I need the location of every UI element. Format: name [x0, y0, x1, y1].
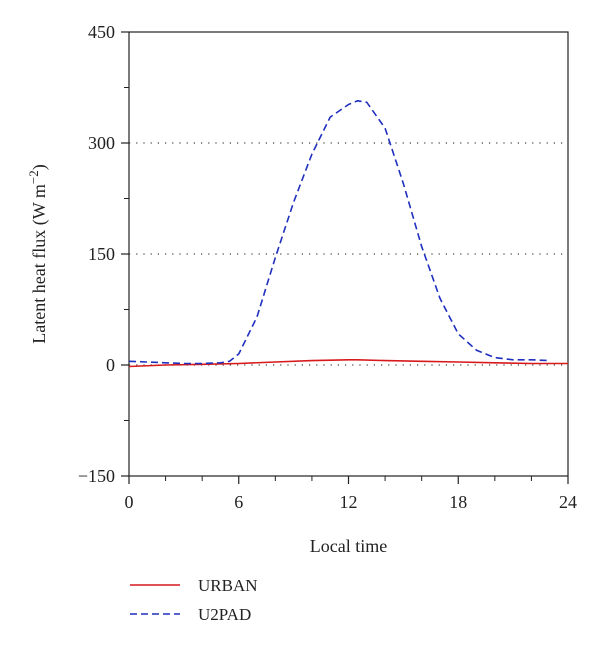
- y-axis-title: Latent heat flux (W m−2): [26, 164, 50, 343]
- y-tick-label: −150: [78, 466, 115, 486]
- legend-label-urban: URBAN: [198, 576, 258, 595]
- y-axis-title-exponent: −2: [26, 170, 41, 184]
- series-line-urban: [128, 358, 568, 368]
- data-series: [128, 100, 568, 368]
- x-tick-label: 24: [559, 492, 577, 512]
- legend: URBAN U2PAD: [130, 576, 258, 624]
- axis-ticks: −150 0 150 300 450 0 6 12 18 24: [78, 22, 577, 512]
- y-tick-label: 450: [88, 22, 115, 42]
- legend-label-u2pad: U2PAD: [198, 605, 251, 624]
- y-axis-title-main: Latent heat flux (W m: [29, 184, 50, 344]
- y-tick-label: 0: [106, 355, 115, 375]
- x-tick-label: 0: [125, 492, 134, 512]
- x-axis-title: Local time: [310, 536, 387, 556]
- y-tick-label: 150: [88, 244, 115, 264]
- reference-lines: [129, 142, 568, 366]
- y-tick-label: 300: [88, 133, 115, 153]
- x-tick-label: 12: [340, 492, 358, 512]
- series-line-u2pad: [128, 100, 550, 365]
- y-axis-title-suffix: ): [29, 164, 50, 170]
- x-tick-label: 18: [449, 492, 467, 512]
- x-tick-label: 6: [234, 492, 243, 512]
